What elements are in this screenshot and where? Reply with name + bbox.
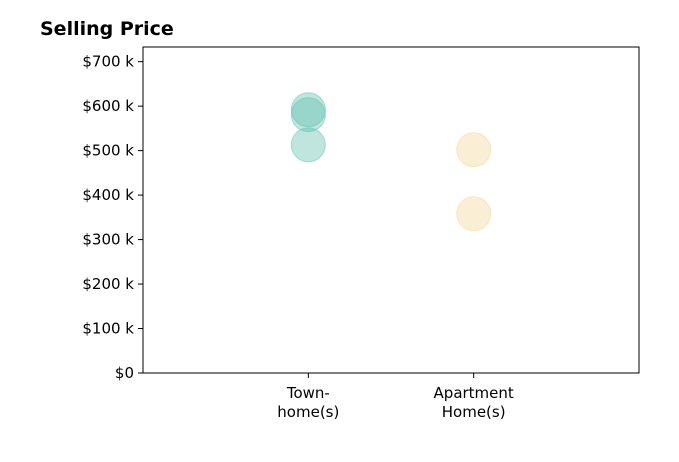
point [456, 196, 492, 232]
chart-title: Selling Price [40, 18, 174, 40]
y-tick-label: $300 k [82, 231, 134, 249]
x-tick-label-line: Town- [286, 384, 330, 402]
y-tick-label: $400 k [82, 186, 134, 204]
plot-frame [142, 46, 640, 374]
y-tick-label: $600 k [82, 97, 134, 115]
y-tick-label: $700 k [82, 53, 134, 71]
y-tick-label: $500 k [82, 142, 134, 160]
point [290, 127, 326, 163]
x-tick-label-line: Apartment [434, 384, 514, 402]
point [290, 97, 326, 133]
y-tick-label: $100 k [82, 320, 134, 338]
y-tick-label: $200 k [82, 275, 134, 293]
x-tick-label-line: home(s) [277, 403, 339, 421]
x-tick-label: Town-home(s) [277, 384, 339, 421]
point [456, 132, 492, 168]
point [290, 92, 326, 128]
x-tick-label-line: Home(s) [442, 403, 506, 421]
x-tick-label: Apartment Home(s) [434, 384, 514, 421]
y-tick-label: $0 [115, 364, 134, 382]
